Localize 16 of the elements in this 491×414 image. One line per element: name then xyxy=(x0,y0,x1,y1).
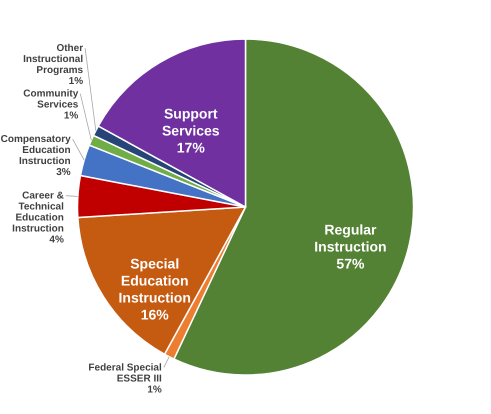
slice-label: Career & Technical Education Instruction xyxy=(12,190,64,235)
data-label: 1% xyxy=(147,384,162,396)
slice-label: Other Instructional Programs xyxy=(23,43,84,76)
slice-label: Compensatory Education Instruction xyxy=(0,134,72,168)
data-label: 1% xyxy=(64,110,78,122)
slice-label: Regular Instruction xyxy=(314,221,387,254)
data-label: 4% xyxy=(49,234,64,246)
data-label: 1% xyxy=(68,76,84,88)
data-label: 3% xyxy=(56,167,71,178)
slice-label: Support Services xyxy=(162,105,220,138)
slice-label: Special Education Instruction xyxy=(118,256,191,306)
slice-label: Community Services xyxy=(23,88,79,111)
data-label: 16% xyxy=(140,306,170,323)
data-label: 17% xyxy=(176,139,206,156)
slice-label: Federal Special ESSER III xyxy=(88,362,162,384)
data-label: 57% xyxy=(336,255,365,272)
